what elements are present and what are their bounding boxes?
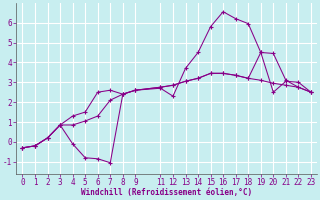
X-axis label: Windchill (Refroidissement éolien,°C): Windchill (Refroidissement éolien,°C)	[81, 188, 252, 197]
